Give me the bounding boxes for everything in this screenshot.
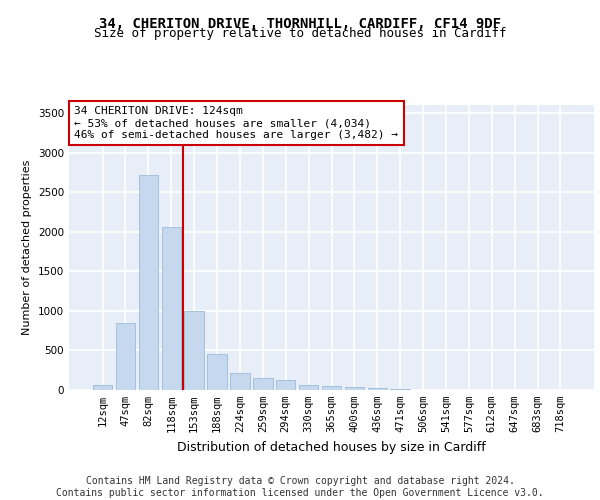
Bar — [344, 387, 364, 390]
Text: 34 CHERITON DRIVE: 124sqm
← 53% of detached houses are smaller (4,034)
46% of se: 34 CHERITON DRIVE: 124sqm ← 53% of detac… — [74, 106, 398, 140]
Bar — [184, 311, 204, 390]
X-axis label: Distribution of detached houses by size in Cardiff: Distribution of detached houses by size … — [177, 440, 486, 454]
Bar — [299, 385, 319, 390]
Bar — [276, 380, 295, 390]
Bar — [161, 227, 181, 390]
Y-axis label: Number of detached properties: Number of detached properties — [22, 160, 32, 335]
Text: Size of property relative to detached houses in Cardiff: Size of property relative to detached ho… — [94, 28, 506, 40]
Bar — [208, 354, 227, 390]
Bar — [368, 388, 387, 390]
Bar — [93, 385, 112, 390]
Bar — [116, 322, 135, 390]
Text: Contains HM Land Registry data © Crown copyright and database right 2024.
Contai: Contains HM Land Registry data © Crown c… — [56, 476, 544, 498]
Bar — [230, 373, 250, 390]
Bar — [322, 386, 341, 390]
Bar — [391, 389, 410, 390]
Bar — [253, 378, 272, 390]
Text: 34, CHERITON DRIVE, THORNHILL, CARDIFF, CF14 9DF: 34, CHERITON DRIVE, THORNHILL, CARDIFF, … — [99, 18, 501, 32]
Bar — [139, 174, 158, 390]
